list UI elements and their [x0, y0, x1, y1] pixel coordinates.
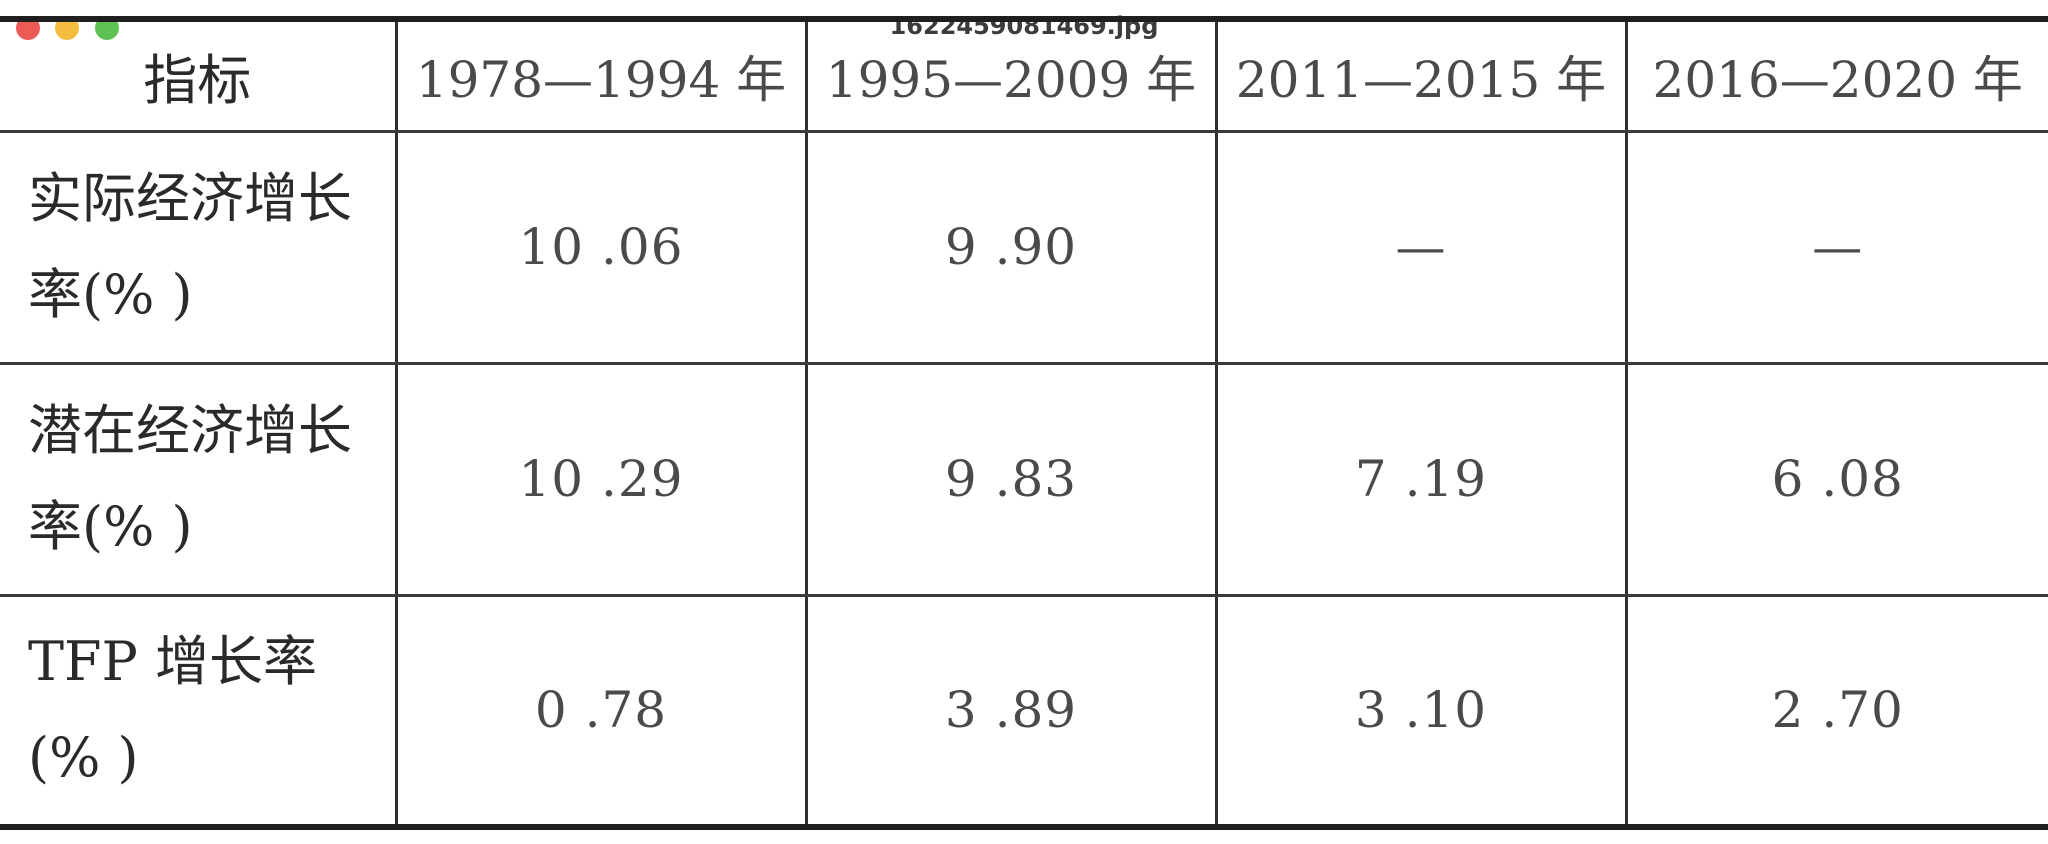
data-table: 指标 1978—1994 年 1995—2009 年 2011—2015 年 2… — [0, 16, 2048, 830]
table-cell: 7 .19 — [1214, 361, 1628, 597]
table-cell: 3 .89 — [804, 593, 1218, 830]
table-row: TFP 增长率(% ) 0 .78 3 .89 3 .10 2 .70 — [0, 593, 2048, 830]
table-cell: 6 .08 — [1624, 361, 2048, 597]
table-cell: 9 .83 — [804, 361, 1218, 597]
row-label: 潜在经济增长率(% ) — [0, 361, 398, 597]
column-header-period: 2016—2020 年 — [1624, 16, 2048, 133]
column-header-period: 2011—2015 年 — [1214, 16, 1628, 133]
table-row: 实际经济增长率(% ) 10 .06 9 .90 — — — [0, 129, 2048, 365]
table-cell: — — [1214, 129, 1628, 365]
table-row: 潜在经济增长率(% ) 10 .29 9 .83 7 .19 6 .08 — [0, 361, 2048, 597]
table-cell: 2 .70 — [1624, 593, 2048, 830]
table-cell: 3 .10 — [1214, 593, 1628, 830]
column-header-period: 1978—1994 年 — [394, 16, 808, 133]
column-header-indicator: 指标 — [0, 16, 398, 133]
table-cell: — — [1624, 129, 2048, 365]
table-cell: 9 .90 — [804, 129, 1218, 365]
row-label: 实际经济增长率(% ) — [0, 129, 398, 365]
table-cell: 0 .78 — [394, 593, 808, 830]
table-cell: 10 .06 — [394, 129, 808, 365]
table-cell: 10 .29 — [394, 361, 808, 597]
column-header-period: 1995—2009 年 — [804, 16, 1218, 133]
header-row: 指标 1978—1994 年 1995—2009 年 2011—2015 年 2… — [0, 16, 2048, 133]
row-label: TFP 增长率(% ) — [0, 593, 398, 830]
